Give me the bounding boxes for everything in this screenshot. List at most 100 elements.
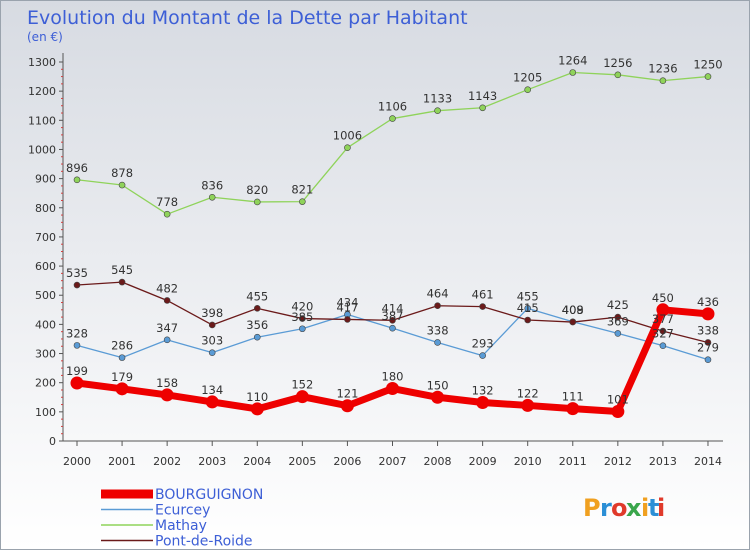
data-label-ecurcey: 286 xyxy=(111,339,133,353)
data-label-ecurcey: 328 xyxy=(66,326,88,340)
data-point-bourguignon xyxy=(656,303,670,317)
data-label-ecurcey: 385 xyxy=(291,310,313,324)
data-point-pont-de-roide xyxy=(614,313,622,321)
data-point-bourguignon xyxy=(385,382,399,396)
y-tick-label: 0 xyxy=(49,435,56,448)
x-tick-label: 2006 xyxy=(333,455,361,468)
data-label-pont-de-roide: 425 xyxy=(607,298,629,312)
y-tick-label: 100 xyxy=(35,406,56,419)
axes: 0 100 200 300 400 500 600 700 800 900 1000 1100 1200… xyxy=(28,53,723,468)
data-label-bourguignon: 121 xyxy=(336,387,358,401)
data-point-pont-de-roide xyxy=(434,302,441,310)
data-label-mathay: 820 xyxy=(246,183,268,197)
x-tick-label: 2001 xyxy=(108,455,136,468)
data-point-ecurcey xyxy=(118,354,126,361)
data-point-bourguignon xyxy=(295,390,309,404)
data-label-pont-de-roide: 461 xyxy=(472,288,494,302)
data-point-mathay xyxy=(253,198,261,206)
data-label-ecurcey: 455 xyxy=(517,289,539,303)
data-label-ecurcey: 347 xyxy=(156,321,178,335)
data-point-ecurcey xyxy=(434,339,441,346)
data-label-bourguignon: 122 xyxy=(517,386,539,400)
data-point-bourguignon xyxy=(115,382,129,396)
data-label-mathay: 1205 xyxy=(513,71,542,85)
data-point-bourguignon xyxy=(70,376,84,390)
data-label-ecurcey: 409 xyxy=(562,303,584,317)
data-label-bourguignon: 150 xyxy=(427,378,449,392)
data-label-ecurcey: 356 xyxy=(246,318,268,332)
data-point-ecurcey xyxy=(299,325,306,333)
y-tick-label: 1000 xyxy=(28,143,56,156)
y-tick-label: 500 xyxy=(35,289,56,302)
data-label-pont-de-roide: 545 xyxy=(111,263,133,277)
data-label-bourguignon: 110 xyxy=(246,390,268,404)
data-label-bourguignon: 152 xyxy=(291,378,313,392)
x-tick-label: 2010 xyxy=(514,455,542,468)
logo-letter: i xyxy=(641,494,649,522)
data-point-mathay xyxy=(524,86,532,93)
data-point-pont-de-roide xyxy=(524,316,532,324)
data-label-ecurcey: 338 xyxy=(427,323,449,337)
data-point-ecurcey xyxy=(479,352,486,359)
data-label-bourguignon: 134 xyxy=(201,383,223,397)
data-point-pont-de-roide xyxy=(569,318,577,326)
series-line-mathay xyxy=(76,71,709,215)
y-tick-label: 700 xyxy=(35,231,56,244)
data-point-pont-de-roide xyxy=(253,305,261,312)
data-label-bourguignon: 180 xyxy=(382,370,404,384)
x-tick-label: 2007 xyxy=(378,455,406,468)
data-label-pont-de-roide: 414 xyxy=(382,301,404,315)
logo-letter: o xyxy=(611,494,628,522)
chart-subtitle: (en €) xyxy=(27,30,63,44)
legend-label: BOURGUIGNON xyxy=(155,487,263,503)
legend-label: Mathay xyxy=(155,518,207,534)
data-point-mathay xyxy=(389,115,396,122)
data-point-pont-de-roide xyxy=(389,317,396,324)
data-label-pont-de-roide: 338 xyxy=(697,323,719,337)
data-label-pont-de-roide: 417 xyxy=(336,300,358,314)
data-label-ecurcey: 327 xyxy=(652,327,674,341)
data-point-mathay xyxy=(344,144,351,152)
data-label-ecurcey: 434 xyxy=(336,295,358,309)
x-tick-label: 2005 xyxy=(288,455,316,468)
data-point-mathay xyxy=(659,77,667,84)
data-point-pont-de-roide xyxy=(704,339,712,346)
x-tick-label: 2002 xyxy=(153,455,181,468)
data-label-ecurcey: 369 xyxy=(607,314,629,328)
data-point-mathay xyxy=(299,198,306,205)
data-label-mathay: 778 xyxy=(156,195,178,209)
series-layer xyxy=(70,69,715,419)
data-labels: 328 286 347 303 356 385 434 387 338 293 455 409 369 3… xyxy=(66,53,723,406)
data-label-mathay: 1264 xyxy=(558,53,587,67)
data-point-mathay xyxy=(569,69,577,76)
data-label-mathay: 1143 xyxy=(468,89,497,103)
data-label-bourguignon: 199 xyxy=(66,364,88,378)
y-tick-label: 1200 xyxy=(28,85,56,98)
data-label-ecurcey: 293 xyxy=(472,337,494,351)
data-label-mathay: 1133 xyxy=(423,92,452,106)
data-point-pont-de-roide xyxy=(659,327,667,335)
y-tick-label: 300 xyxy=(35,348,56,361)
y-tick-label: 600 xyxy=(35,260,56,273)
data-point-bourguignon xyxy=(521,398,535,412)
y-tick-label: 200 xyxy=(35,377,56,390)
data-point-bourguignon xyxy=(611,405,625,419)
legend-label: Ecurcey xyxy=(155,503,210,519)
data-point-bourguignon xyxy=(701,307,715,321)
data-point-mathay xyxy=(479,104,486,112)
data-label-pont-de-roide: 420 xyxy=(291,300,313,314)
x-tick-label: 2011 xyxy=(559,455,587,468)
logo-letter: P xyxy=(583,494,601,522)
data-point-pont-de-roide xyxy=(299,315,306,322)
data-label-pont-de-roide: 408 xyxy=(562,303,584,317)
y-tick-label: 1100 xyxy=(28,114,56,127)
data-point-bourguignon xyxy=(205,395,219,409)
data-label-mathay: 878 xyxy=(111,166,133,180)
data-point-mathay xyxy=(704,73,712,80)
data-point-mathay xyxy=(434,107,441,114)
x-tick-label: 2004 xyxy=(243,455,271,468)
data-label-pont-de-roide: 535 xyxy=(66,266,88,280)
data-label-pont-de-roide: 377 xyxy=(652,312,674,326)
